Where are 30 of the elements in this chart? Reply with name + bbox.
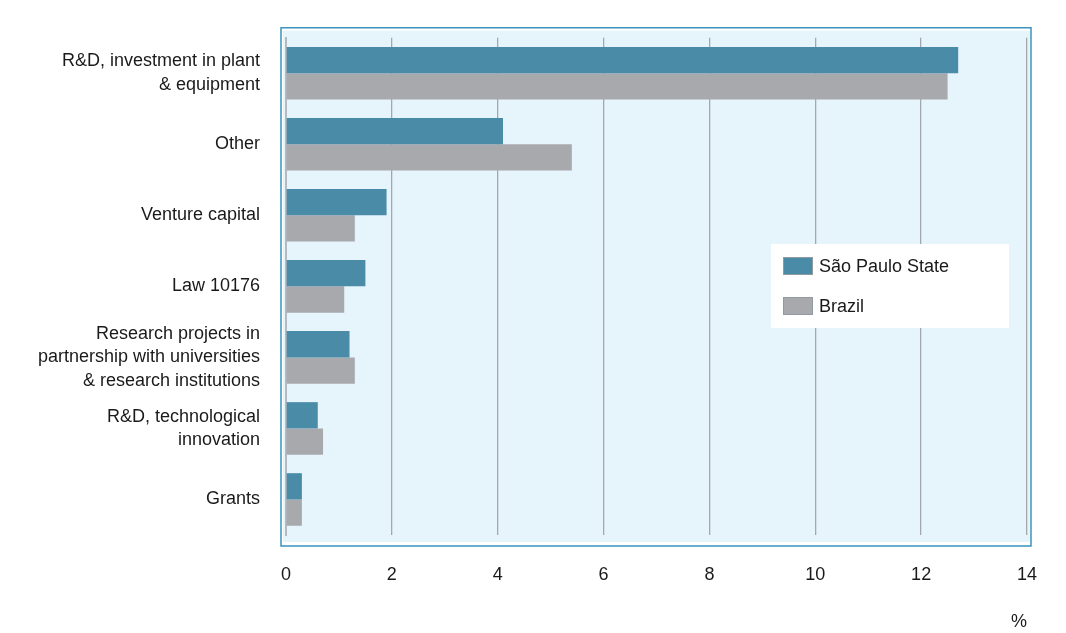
bar [286, 331, 350, 358]
bar [286, 189, 387, 216]
x-tick-label: 0 [280, 563, 292, 584]
y-tick-label: Grants [205, 488, 260, 509]
x-tick-label: 6 [598, 563, 609, 584]
y-tick-label: Venture capital [140, 204, 260, 225]
legend-label: Brazil [818, 295, 864, 317]
y-tick-label: Law 10176 [171, 275, 260, 296]
x-tick-label: 2 [386, 563, 397, 584]
y-tick-label: Other [214, 133, 260, 154]
x-axis-title: % [1010, 611, 1027, 632]
y-tick-label: R&D, technological innovation [106, 405, 260, 450]
y-tick-label: Research projects in partnership with universities & research institutions [37, 322, 260, 390]
bar [286, 357, 355, 384]
bar [286, 428, 324, 455]
bar [286, 473, 302, 500]
bar [286, 402, 318, 429]
y-tick-label: R&D, investment in plant & equipment [61, 50, 260, 94]
bar [286, 46, 959, 74]
bar [286, 499, 302, 526]
x-tick-label: 12 [911, 563, 932, 584]
x-tick-label: 4 [492, 563, 503, 584]
bar [286, 260, 366, 287]
bar [286, 215, 355, 242]
legend-label: São Paulo State [818, 255, 950, 277]
x-tick-label: 14 [1016, 563, 1037, 584]
x-tick-label: 8 [704, 563, 715, 584]
bar [286, 286, 345, 313]
x-tick-label: 10 [805, 563, 826, 584]
bar [286, 117, 503, 145]
